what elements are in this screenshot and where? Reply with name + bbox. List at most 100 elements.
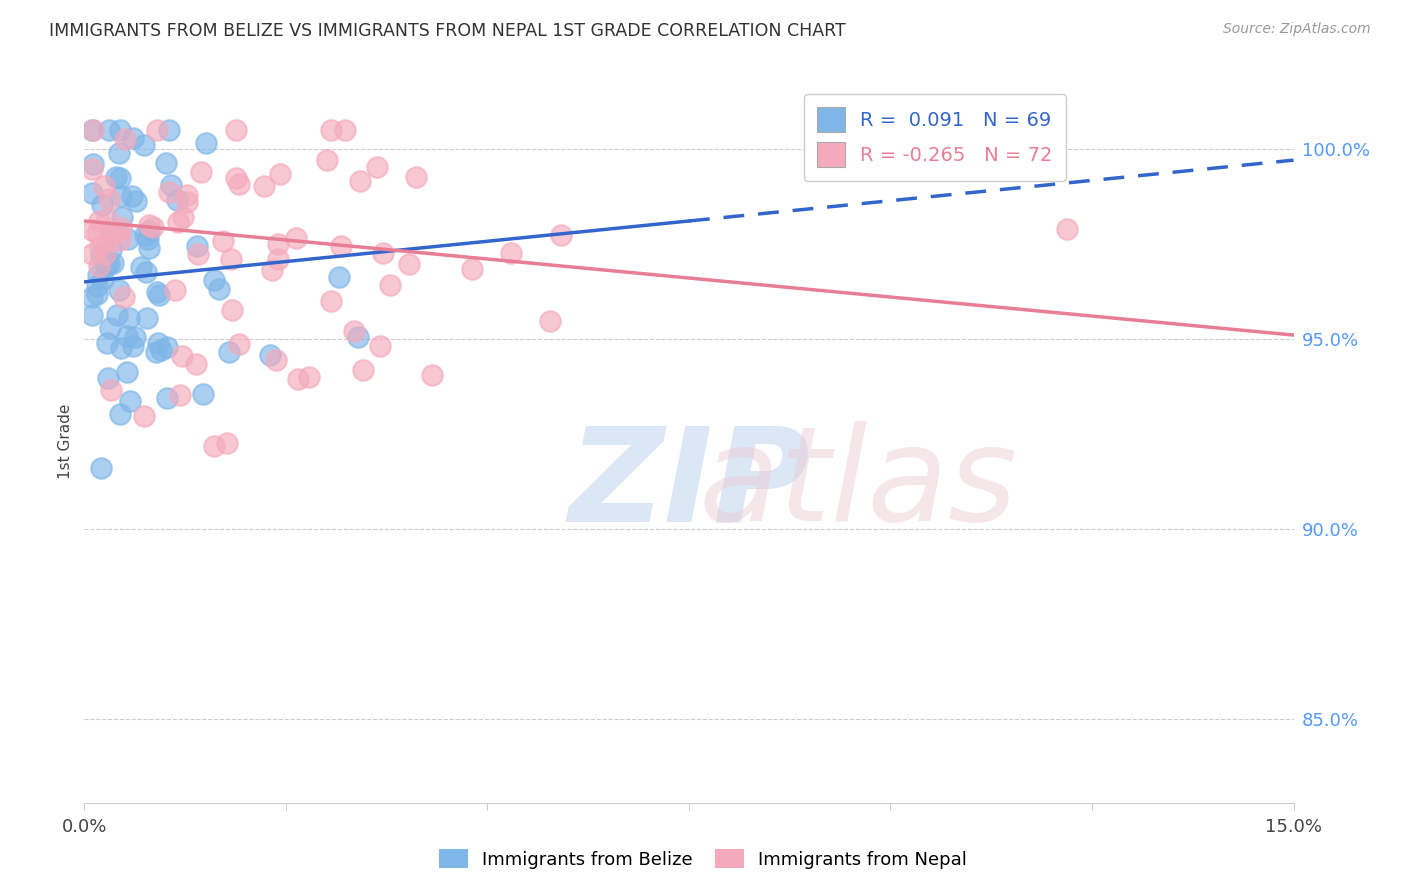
Point <box>319 293 342 308</box>
Point <box>148 287 170 301</box>
Point <box>110 342 132 356</box>
Point <box>146 336 169 351</box>
Point <box>97 371 120 385</box>
Point <box>398 257 420 271</box>
Point <box>90 248 112 262</box>
Point <box>108 283 131 297</box>
Point <box>145 345 167 359</box>
Point <box>330 239 353 253</box>
Legend: Immigrants from Belize, Immigrants from Nepal: Immigrants from Belize, Immigrants from … <box>432 841 974 876</box>
Point <box>267 237 290 252</box>
Point <box>538 313 561 327</box>
Point <box>186 357 208 371</box>
Point <box>176 194 198 209</box>
Point <box>115 329 138 343</box>
Point <box>287 372 309 386</box>
Point <box>155 155 177 169</box>
Point <box>159 178 181 192</box>
Point <box>103 256 125 270</box>
Point <box>89 238 111 252</box>
Point <box>212 234 235 248</box>
Point <box>100 243 122 257</box>
Point <box>90 460 112 475</box>
Point <box>186 239 208 253</box>
Y-axis label: 1st Grade: 1st Grade <box>58 404 73 479</box>
Point <box>218 345 240 359</box>
Point <box>378 277 401 292</box>
Point <box>125 194 148 208</box>
Point <box>146 122 169 136</box>
Point <box>1056 222 1078 236</box>
Point <box>267 252 290 267</box>
Point <box>138 218 160 232</box>
Point <box>93 179 115 194</box>
Point <box>172 349 194 363</box>
Point <box>252 179 274 194</box>
Point <box>87 268 110 282</box>
Point <box>86 279 108 293</box>
Point <box>343 324 366 338</box>
Point <box>82 222 104 236</box>
Point <box>163 283 186 297</box>
Point <box>202 439 225 453</box>
Point <box>122 131 145 145</box>
Point <box>167 215 190 229</box>
Point <box>187 246 209 260</box>
Point <box>138 242 160 256</box>
Point <box>114 131 136 145</box>
Point <box>420 368 443 383</box>
Text: IMMIGRANTS FROM BELIZE VS IMMIGRANTS FROM NEPAL 1ST GRADE CORRELATION CHART: IMMIGRANTS FROM BELIZE VS IMMIGRANTS FRO… <box>49 22 846 40</box>
Point <box>110 211 132 225</box>
Point <box>110 189 132 203</box>
Point <box>110 220 132 235</box>
Point <box>134 409 156 423</box>
Point <box>202 273 225 287</box>
Point <box>122 339 145 353</box>
Point <box>366 161 388 175</box>
Point <box>108 407 131 421</box>
Point <box>315 153 337 167</box>
Point <box>262 262 284 277</box>
Point <box>221 302 243 317</box>
Point <box>135 264 157 278</box>
Point <box>105 225 128 239</box>
Text: Source: ZipAtlas.com: Source: ZipAtlas.com <box>1223 22 1371 37</box>
Point <box>176 187 198 202</box>
Point <box>121 188 143 202</box>
Point <box>195 136 218 151</box>
Point <box>96 336 118 351</box>
Point <box>124 329 146 343</box>
Point <box>134 228 156 243</box>
Point <box>87 259 110 273</box>
Point <box>156 392 179 406</box>
Point <box>501 246 523 260</box>
Point <box>98 321 121 335</box>
Point <box>108 171 131 186</box>
Point <box>108 122 131 136</box>
Point <box>86 226 108 240</box>
Point <box>132 137 155 152</box>
Point <box>97 192 120 206</box>
Point <box>82 186 104 201</box>
Point <box>352 363 374 377</box>
Point <box>97 257 120 271</box>
Point <box>373 246 395 260</box>
Point <box>142 220 165 235</box>
Point <box>100 383 122 397</box>
Text: atlas: atlas <box>699 421 1018 549</box>
Point <box>169 388 191 402</box>
Point <box>91 272 114 286</box>
Point <box>190 165 212 179</box>
Point <box>328 269 350 284</box>
Point <box>219 252 242 267</box>
Point <box>156 340 179 354</box>
Point <box>321 122 343 136</box>
Point <box>150 343 173 358</box>
Point <box>266 353 288 368</box>
Point <box>172 210 194 224</box>
Point <box>370 339 392 353</box>
Point <box>96 234 118 248</box>
Point <box>82 157 104 171</box>
Point <box>108 233 131 247</box>
Point <box>105 309 128 323</box>
